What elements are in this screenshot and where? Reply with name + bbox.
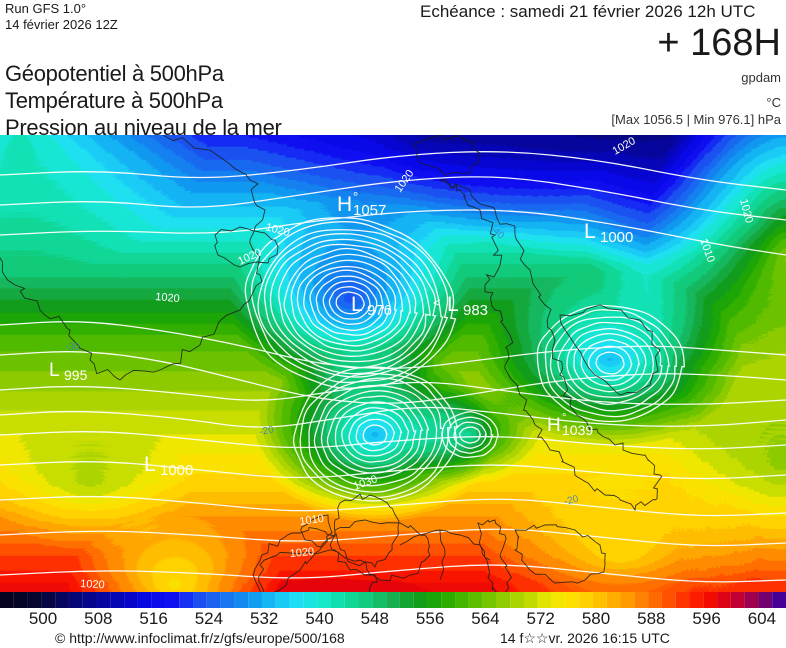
svg-text:-40: -40 xyxy=(488,224,506,242)
svg-text:1020: 1020 xyxy=(236,246,263,267)
svg-text:°: ° xyxy=(562,412,566,424)
svg-text:-30: -30 xyxy=(65,342,80,353)
svg-text:1020: 1020 xyxy=(289,546,314,560)
svg-text:1020: 1020 xyxy=(155,291,180,305)
svg-text:L: L xyxy=(584,220,596,243)
svg-text:1020: 1020 xyxy=(393,168,417,195)
svg-text:995: 995 xyxy=(64,367,88,383)
svg-text:976: 976 xyxy=(367,302,392,319)
svg-text:-20: -20 xyxy=(259,425,276,438)
svg-text:L: L xyxy=(351,293,363,316)
svg-text:1000: 1000 xyxy=(600,229,633,246)
svg-text:1000: 1000 xyxy=(160,462,193,479)
svg-text:1057: 1057 xyxy=(353,202,386,219)
svg-text:1020: 1020 xyxy=(80,578,105,591)
svg-text:L: L xyxy=(447,293,459,316)
svg-text:-20: -20 xyxy=(563,493,580,507)
svg-text:1039: 1039 xyxy=(562,422,593,438)
svg-text:H: H xyxy=(547,415,561,436)
svg-text:1020: 1020 xyxy=(611,135,638,158)
svg-text:983: 983 xyxy=(463,302,488,319)
svg-text:1010: 1010 xyxy=(299,513,325,528)
svg-text:H: H xyxy=(337,193,352,216)
svg-text:1020: 1020 xyxy=(737,198,755,225)
svg-text:L: L xyxy=(49,360,60,381)
svg-text:1030: 1030 xyxy=(352,473,379,493)
svg-text:1010: 1010 xyxy=(697,237,717,264)
svg-text:L: L xyxy=(144,453,156,476)
svg-text:°: ° xyxy=(353,189,358,204)
svg-text:<: < xyxy=(433,295,441,310)
